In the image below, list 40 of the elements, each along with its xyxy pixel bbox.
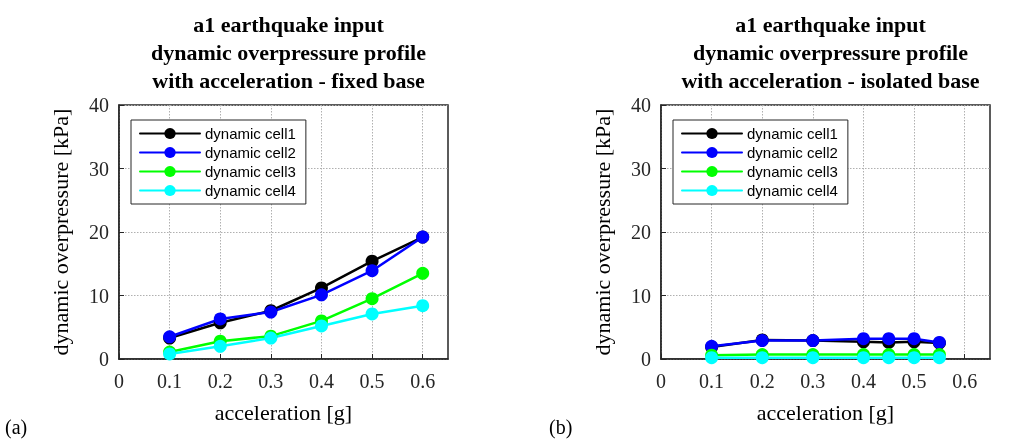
x-tick-label: 0.3 bbox=[258, 370, 284, 392]
y-tick-label: 0 bbox=[99, 348, 109, 370]
x-tick-label: 0.5 bbox=[901, 370, 927, 392]
x-tick-label: 0.6 bbox=[410, 370, 436, 392]
x-tick-label: 0.6 bbox=[952, 370, 978, 392]
legend-label: dynamic cell2 bbox=[747, 144, 838, 161]
x-axis-title: acceleration [g] bbox=[756, 399, 895, 425]
y-tick-label: 10 bbox=[631, 284, 651, 307]
x-tick-label: 0.2 bbox=[749, 370, 775, 392]
y-tick-label: 20 bbox=[89, 221, 109, 243]
x-tick-label: 0.4 bbox=[850, 370, 876, 392]
y-tick-label: 40 bbox=[89, 94, 109, 116]
x-tick-label: 0.5 bbox=[359, 370, 385, 392]
y-tick-label: 10 bbox=[89, 284, 109, 307]
x-tick-label: 0 bbox=[114, 370, 124, 392]
text: (a) bbox=[5, 416, 28, 439]
x-tick-label: 0.4 bbox=[308, 370, 334, 392]
legend-label: dynamic cell4 bbox=[205, 182, 296, 199]
legend-label: dynamic cell3 bbox=[205, 163, 296, 180]
x-tick-label: 0.2 bbox=[207, 370, 233, 392]
y-tick-label: 40 bbox=[631, 94, 651, 116]
chart-title: a1 earthquake input dynamic overpressure profile with acceleration - fixed base bbox=[151, 11, 427, 93]
legend-label: dynamic cell3 bbox=[747, 163, 838, 180]
y-tick-label: 30 bbox=[631, 157, 651, 180]
x-tick-label: 0.3 bbox=[800, 370, 826, 392]
text: (b) bbox=[549, 416, 573, 439]
x-tick-label: 0.1 bbox=[699, 370, 725, 392]
y-tick-label: 0 bbox=[641, 348, 651, 370]
x-axis-title: acceleration [g] bbox=[214, 399, 353, 425]
y-tick-label: 20 bbox=[631, 221, 651, 243]
x-tick-label: 0 bbox=[656, 370, 666, 392]
legend-label: dynamic cell1 bbox=[205, 125, 296, 142]
y-axis-title: dynamic overpressure [kPa] bbox=[589, 108, 615, 356]
chart-title: a1 earthquake input dynamic overpressure profile with acceleration - isolated base bbox=[681, 11, 980, 93]
legend-label: dynamic cell1 bbox=[747, 125, 838, 142]
legend-label: dynamic cell2 bbox=[205, 144, 296, 161]
legend-label: dynamic cell4 bbox=[747, 182, 838, 199]
y-tick-label: 30 bbox=[89, 157, 109, 180]
y-axis-title: dynamic overpressure [kPa] bbox=[47, 108, 73, 356]
x-tick-label: 0.1 bbox=[157, 370, 183, 392]
